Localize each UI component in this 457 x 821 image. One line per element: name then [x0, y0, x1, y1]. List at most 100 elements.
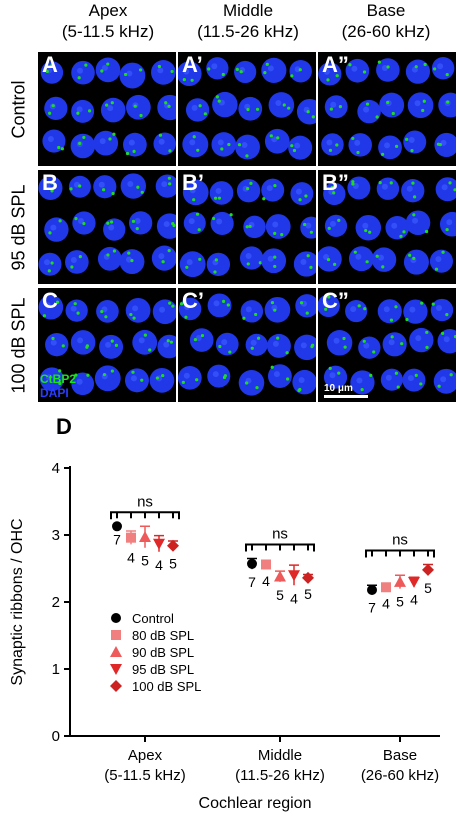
nucleus [264, 296, 291, 323]
ribbon-punctum [306, 110, 310, 114]
ribbon-punctum [419, 382, 423, 386]
ribbon-punctum [218, 344, 222, 349]
ribbon-punctum [161, 373, 165, 378]
nucleus [44, 96, 68, 121]
ribbon-punctum [245, 225, 249, 229]
nucleus [149, 367, 175, 393]
ribbon-punctum [181, 380, 185, 384]
nucleus [376, 58, 400, 82]
nucleus [93, 130, 119, 156]
panel-label: A [42, 52, 58, 77]
x-tick-label: (5-11.5 kHz) [104, 767, 185, 784]
ribbon-punctum [246, 107, 250, 112]
ribbon-punctum [114, 343, 119, 347]
row-header-control: Control [8, 79, 29, 139]
legend-label: 100 dB SPL [132, 679, 201, 694]
nucleus [326, 330, 353, 356]
nucleus [178, 297, 202, 321]
row-header-100db: 100 dB SPL [8, 296, 29, 394]
ribbon-punctum [324, 307, 328, 311]
nucleus [99, 334, 124, 359]
ribbon-punctum [189, 187, 193, 191]
ribbon-punctum [158, 133, 163, 137]
ribbon-punctum [364, 228, 368, 233]
nucleus [44, 217, 69, 242]
nucleus [243, 215, 266, 239]
ribbon-punctum [378, 181, 382, 185]
ribbon-punctum [213, 196, 218, 200]
ribbon-punctum [157, 64, 162, 69]
x-tick-label: Base [383, 747, 417, 764]
ribbon-punctum [140, 378, 144, 382]
ribbon-punctum [369, 373, 373, 377]
column-title: Middle [222, 1, 274, 20]
micrograph-image [38, 294, 176, 396]
nucleus [239, 246, 264, 270]
scale-bar-label: 10 μm [324, 383, 353, 394]
ribbon-punctum [45, 69, 49, 74]
ribbon-punctum [399, 234, 403, 238]
legend-marker [111, 630, 121, 640]
ribbon-punctum [363, 307, 367, 311]
nucleus [429, 249, 453, 273]
ribbon-punctum [396, 385, 400, 389]
nucleus [348, 133, 372, 157]
ribbon-punctum [270, 365, 274, 369]
nucleus [38, 175, 63, 200]
column-range: (26-60 kHz) [341, 22, 431, 41]
nucleus [431, 57, 455, 80]
ribbon-punctum [273, 255, 277, 259]
sample-size-label: 5 [424, 580, 432, 596]
ribbon-punctum [273, 264, 277, 269]
ribbon-punctum [351, 182, 355, 186]
y-tick-label: 4 [52, 460, 60, 477]
ribbon-punctum [425, 330, 429, 334]
ribbon-punctum [402, 230, 406, 234]
nucleus [355, 214, 382, 241]
panel-label: C [42, 288, 58, 313]
ribbon-punctum [110, 101, 114, 105]
ribbon-punctum [143, 333, 147, 337]
ribbon-punctum [414, 65, 418, 69]
ribbon-punctum [394, 305, 398, 309]
nucleus [401, 179, 425, 203]
ribbon-punctum [196, 148, 200, 152]
ribbon-punctum [445, 72, 449, 77]
nucleus [95, 57, 121, 83]
ribbon-punctum [227, 142, 231, 147]
ribbon-punctum [286, 377, 290, 381]
ribbon-punctum [380, 152, 385, 156]
ribbon-punctum [362, 339, 366, 343]
ribbon-punctum [221, 299, 226, 303]
nucleus [238, 96, 263, 121]
ribbon-punctum [248, 224, 252, 229]
ribbon-punctum [445, 313, 449, 317]
x-tick-label: Middle [258, 747, 302, 764]
ribbon-punctum [242, 316, 246, 320]
ribbon-punctum [169, 340, 174, 344]
ribbon-punctum [365, 102, 370, 106]
ribbon-punctum [155, 376, 159, 380]
y-tick-label: 2 [52, 594, 60, 611]
nucleus [183, 212, 206, 235]
sample-size-label: 7 [113, 531, 121, 547]
ribbon-punctum [167, 176, 171, 180]
panel-label: C” [322, 288, 349, 313]
ribbon-punctum [377, 60, 381, 64]
nucleus [385, 215, 410, 240]
sample-size-label: 4 [410, 592, 418, 608]
micrograph-image [178, 57, 316, 160]
nucleus [234, 60, 257, 84]
micrograph-panel: B’ [178, 170, 316, 284]
nucleus [290, 182, 314, 206]
legend-label: 95 dB SPL [132, 662, 194, 677]
ribbon-punctum [217, 99, 221, 103]
ribbon-punctum [245, 381, 249, 385]
ribbon-punctum [362, 70, 367, 74]
ribbon-punctum [412, 256, 416, 260]
nucleus [207, 293, 232, 318]
ribbon-punctum [389, 318, 394, 322]
ribbon-punctum [309, 265, 313, 269]
nucleus [236, 179, 261, 203]
ribbon-punctum [168, 149, 172, 153]
